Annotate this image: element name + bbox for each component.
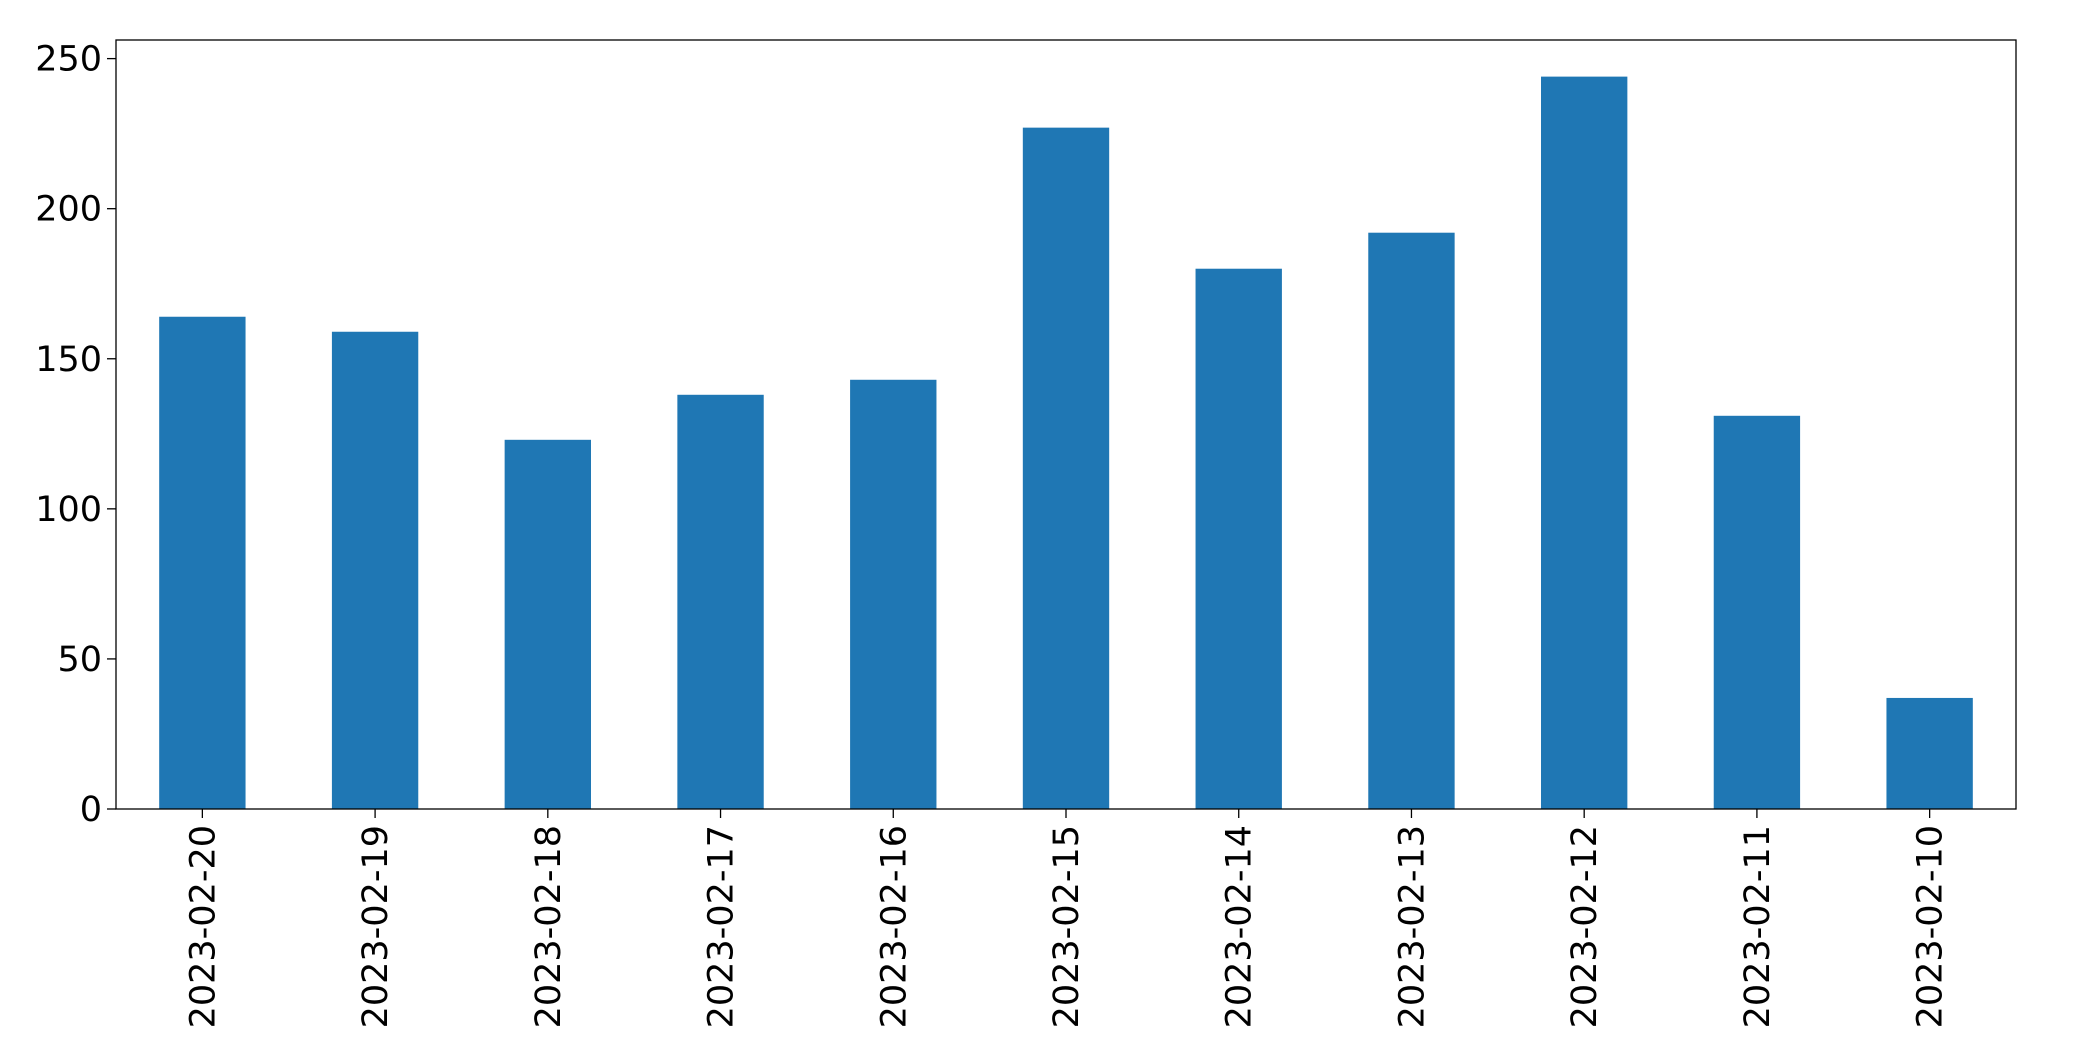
- x-tick-label: 2023-02-15: [1047, 825, 1087, 1028]
- bar: [677, 394, 764, 809]
- bar: [1886, 697, 1973, 809]
- bar: [331, 331, 419, 809]
- x-tick-label: 2023-02-17: [702, 825, 742, 1028]
- bar: [1541, 76, 1628, 810]
- y-tick-label: 250: [35, 40, 102, 80]
- y-tick-label: 50: [57, 640, 102, 680]
- y-tick-label: 100: [35, 490, 102, 530]
- x-tick-label: 2023-02-19: [356, 825, 396, 1028]
- x-tick-label: 2023-02-16: [874, 825, 914, 1028]
- x-tick-label: 2023-02-14: [1220, 825, 1260, 1028]
- x-tick-label: 2023-02-18: [529, 825, 569, 1028]
- x-tick-label: 2023-02-10: [1911, 825, 1951, 1028]
- bar: [850, 379, 937, 809]
- bar: [1368, 232, 1455, 809]
- y-tick-label: 200: [35, 190, 102, 230]
- bar: [1022, 127, 1110, 810]
- x-tick-label: 2023-02-11: [1738, 825, 1778, 1028]
- x-tick-label: 2023-02-20: [183, 825, 223, 1028]
- y-tick-label: 150: [35, 340, 102, 380]
- bar: [504, 439, 591, 809]
- x-tick-label: 2023-02-12: [1565, 825, 1605, 1028]
- bar: [1713, 415, 1801, 809]
- plot-frame: [115, 39, 2017, 810]
- x-tick-label: 2023-02-13: [1392, 825, 1432, 1028]
- y-tick-label: 0: [80, 790, 102, 830]
- bar: [1195, 268, 1282, 809]
- bar: [159, 316, 246, 809]
